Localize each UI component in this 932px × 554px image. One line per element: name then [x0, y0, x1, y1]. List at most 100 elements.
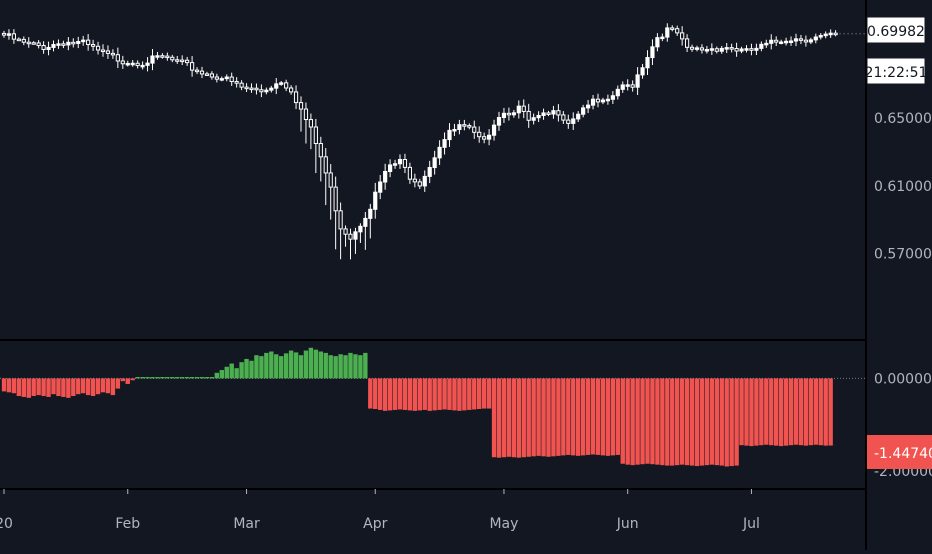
candle — [620, 81, 625, 93]
histogram-bar-negative — [447, 378, 452, 410]
candle-body-up — [551, 110, 556, 115]
histogram-bar-positive — [184, 377, 190, 379]
histogram-bar-negative — [759, 378, 764, 446]
candle-body-up — [269, 87, 274, 91]
candle-body-up — [422, 175, 427, 187]
candle — [234, 77, 239, 88]
histogram-bar-negative — [412, 378, 418, 411]
candle-body-down — [180, 59, 185, 63]
candle — [56, 39, 61, 49]
histogram-bar-negative — [496, 378, 502, 458]
histogram-bar-negative — [749, 378, 754, 447]
candle-body-down — [170, 56, 175, 61]
histogram-bar-positive — [358, 355, 363, 379]
candle-body-up — [219, 78, 224, 81]
histogram-bar-negative — [51, 378, 56, 395]
histogram-bar-negative — [36, 378, 41, 396]
histogram-bar-positive — [189, 377, 195, 379]
candle — [749, 43, 754, 56]
candle-body-up — [491, 124, 497, 136]
candle — [719, 45, 724, 54]
candle — [41, 41, 46, 54]
candle — [610, 91, 615, 104]
candle — [635, 67, 640, 96]
histogram-bar-negative — [26, 378, 31, 398]
candle-body-down — [670, 27, 675, 30]
candle-body-down — [298, 102, 304, 110]
candle-body-down — [308, 119, 313, 128]
candle — [66, 37, 71, 51]
candle-body-down — [254, 87, 259, 91]
histogram-bar-negative — [754, 378, 759, 446]
candle-body-up — [155, 55, 160, 58]
histogram-bar-positive — [264, 352, 269, 379]
candle-body-down — [482, 136, 487, 140]
candle-body-up — [224, 76, 229, 80]
candle-body-down — [165, 55, 170, 59]
candle-body-up — [274, 83, 279, 89]
histogram-bar-positive — [343, 355, 348, 379]
histogram-bar-positive — [140, 377, 145, 379]
candle — [774, 36, 779, 47]
candle — [76, 36, 81, 49]
candle-body-down — [556, 110, 561, 116]
candle — [284, 79, 289, 92]
candle — [442, 132, 447, 155]
candle-body-up — [655, 37, 660, 48]
histogram-bar-negative — [660, 378, 665, 466]
histogram-bar-negative — [481, 378, 487, 409]
candle — [239, 80, 244, 91]
candle — [363, 211, 368, 250]
price-pane[interactable] — [1, 23, 866, 260]
histogram-bar-negative — [665, 378, 670, 466]
candle — [709, 43, 714, 55]
candle-body-up — [437, 146, 442, 159]
candle-body-down — [338, 210, 343, 230]
price-axis[interactable]: 0.65000 0.61000 0.57000 — [874, 111, 932, 263]
candle-body-up — [140, 64, 145, 68]
histogram-bar-positive — [323, 352, 328, 379]
candle-body-down — [105, 50, 111, 54]
indicator-pane[interactable] — [0, 347, 866, 467]
candle — [318, 136, 323, 182]
histogram-bar-negative — [56, 378, 61, 397]
time-axis[interactable]: 20 Feb Mar Apr May Jun Jul — [0, 489, 760, 532]
candle-body-up — [828, 32, 833, 36]
histogram-bar-negative — [125, 378, 130, 384]
candle-body-down — [209, 73, 215, 78]
candle — [491, 119, 497, 141]
candle — [457, 119, 462, 135]
histogram-bar-negative — [41, 378, 46, 397]
candle — [769, 34, 774, 50]
candle — [437, 140, 442, 165]
histogram-bar-positive — [219, 370, 224, 379]
indicator-tick-label: 0.00000 — [874, 371, 932, 387]
histogram-bar-positive — [194, 377, 200, 379]
candle — [704, 45, 709, 54]
candle-body-up — [368, 208, 373, 219]
candle — [26, 37, 31, 48]
candle — [625, 79, 630, 91]
histogram-bar-negative — [526, 378, 531, 457]
histogram-bar-negative — [392, 378, 398, 410]
histogram-bar-negative — [521, 378, 526, 458]
candle — [526, 103, 531, 128]
candle — [120, 55, 125, 69]
candle-body-up — [76, 41, 81, 44]
candle-body-up — [392, 163, 398, 166]
candle — [615, 85, 620, 100]
histogram-bar-negative — [823, 378, 828, 446]
candle-body-down — [699, 47, 705, 51]
candle-body-up — [427, 167, 432, 177]
candle-body-down — [734, 48, 739, 52]
candle — [793, 33, 799, 47]
histogram-bar-negative — [590, 378, 596, 455]
candle — [630, 80, 635, 92]
candle — [551, 105, 556, 119]
histogram-bar-negative — [605, 378, 611, 456]
candle-body-down — [41, 45, 46, 50]
candle-body-down — [477, 131, 482, 138]
